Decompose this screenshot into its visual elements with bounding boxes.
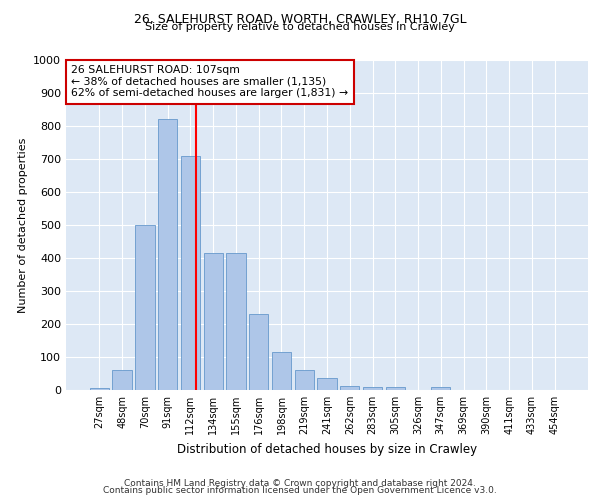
Bar <box>249 314 268 390</box>
Bar <box>226 253 245 390</box>
Text: Contains public sector information licensed under the Open Government Licence v3: Contains public sector information licen… <box>103 486 497 495</box>
Bar <box>317 378 337 390</box>
Text: 26, SALEHURST ROAD, WORTH, CRAWLEY, RH10 7GL: 26, SALEHURST ROAD, WORTH, CRAWLEY, RH10… <box>134 12 466 26</box>
Text: Contains HM Land Registry data © Crown copyright and database right 2024.: Contains HM Land Registry data © Crown c… <box>124 478 476 488</box>
Bar <box>386 386 405 390</box>
Bar <box>363 388 382 390</box>
Bar <box>340 386 359 390</box>
Bar <box>181 156 200 390</box>
Bar <box>158 120 178 390</box>
Bar <box>203 253 223 390</box>
X-axis label: Distribution of detached houses by size in Crawley: Distribution of detached houses by size … <box>177 442 477 456</box>
Bar <box>431 388 451 390</box>
Y-axis label: Number of detached properties: Number of detached properties <box>17 138 28 312</box>
Bar <box>90 388 109 390</box>
Text: Size of property relative to detached houses in Crawley: Size of property relative to detached ho… <box>145 22 455 32</box>
Bar <box>295 370 314 390</box>
Bar <box>272 352 291 390</box>
Bar <box>135 225 155 390</box>
Text: 26 SALEHURST ROAD: 107sqm
← 38% of detached houses are smaller (1,135)
62% of se: 26 SALEHURST ROAD: 107sqm ← 38% of detac… <box>71 65 349 98</box>
Bar <box>112 370 132 390</box>
